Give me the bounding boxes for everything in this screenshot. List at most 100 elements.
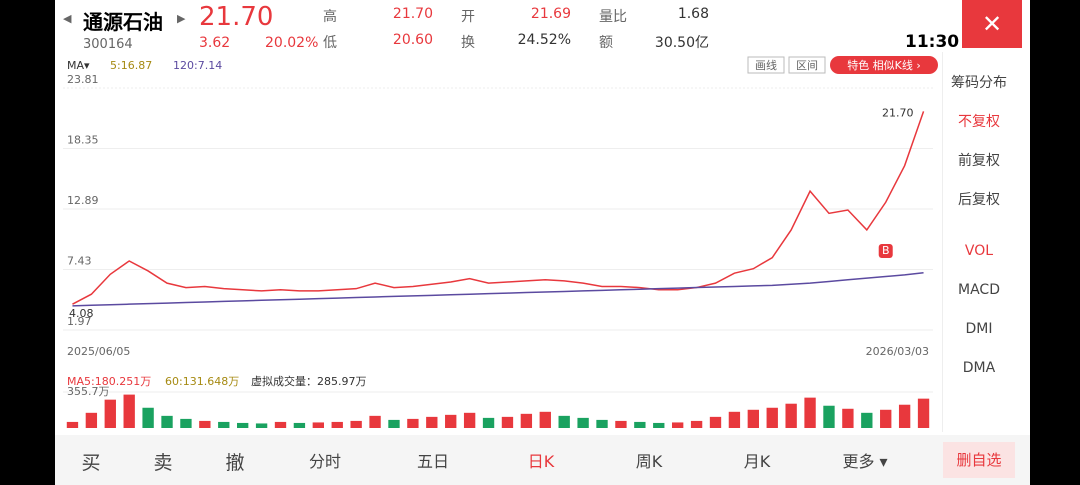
volume-bar xyxy=(388,419,400,428)
volume-bar xyxy=(255,423,268,428)
volume-bar xyxy=(898,404,911,428)
volume-bar xyxy=(917,398,930,428)
buy-marker-box xyxy=(878,243,893,258)
volume-bar xyxy=(615,420,627,428)
volume-bar xyxy=(199,420,211,428)
range-btn[interactable]: 区间 xyxy=(796,59,818,72)
side-item[interactable]: DMI xyxy=(965,321,993,337)
side-item[interactable]: DMA xyxy=(962,360,996,376)
volume-bar xyxy=(104,399,116,428)
bottom-tab[interactable]: 分时 xyxy=(308,452,341,471)
volume-bar xyxy=(653,422,665,428)
y-tick-label: 12.89 xyxy=(67,194,99,207)
side-item[interactable]: 后复权 xyxy=(958,192,1000,208)
volume-bar xyxy=(690,420,703,428)
price-line xyxy=(72,111,925,305)
volume-bar xyxy=(66,421,79,428)
change-pct: 20.02% xyxy=(265,35,319,51)
volume-bar xyxy=(558,415,570,428)
stat-label: 换 xyxy=(461,35,475,51)
volume-bar xyxy=(463,412,476,428)
side-item[interactable]: 前复权 xyxy=(958,153,1000,169)
stat-value: 1.68 xyxy=(677,6,709,22)
volume-bar xyxy=(293,422,306,428)
x-tick-label: 2025/06/05 xyxy=(67,345,130,358)
volume-bar xyxy=(539,411,551,428)
stat-label: 额 xyxy=(599,35,613,51)
stat-label: 高 xyxy=(323,9,337,25)
volume-bar xyxy=(596,419,608,428)
vol-tick-label: 355.7万 xyxy=(67,385,110,398)
bottom-tab[interactable]: 月K xyxy=(743,452,771,471)
y-tick-label: 1.97 xyxy=(67,315,92,328)
feature-btn[interactable]: 特色 相似K线 › xyxy=(847,58,921,72)
volume-bar xyxy=(123,394,135,428)
price: 21.70 xyxy=(199,2,274,32)
bottom-tab[interactable]: 五日 xyxy=(416,452,449,471)
volume-bar xyxy=(747,409,759,428)
stat-value: 24.52% xyxy=(517,32,571,48)
volume-bar xyxy=(161,415,173,428)
bottom-tab[interactable]: 日K xyxy=(527,452,555,471)
stat-value: 20.60 xyxy=(392,32,433,48)
side-item[interactable]: MACD xyxy=(958,282,1000,298)
bottom-tab[interactable]: 撤 xyxy=(225,452,245,474)
volume-bar xyxy=(180,418,192,428)
bottom-tab[interactable]: 买 xyxy=(81,452,101,474)
bottom-tab[interactable]: 卖 xyxy=(153,452,173,474)
volume-bar xyxy=(804,397,816,428)
app: ◀ 通源石油 ▶ 21.70 300164 3.62 20.02% 11:30 … xyxy=(55,0,1030,485)
stat-value: 21.70 xyxy=(392,6,433,22)
y-tick-label: 18.35 xyxy=(67,134,99,147)
bottom-bar xyxy=(55,435,1030,485)
ma5-label: 5:16.87 xyxy=(110,59,152,72)
prev[interactable]: ◀ xyxy=(63,12,72,25)
vol-ma5: MA5:180.251万 xyxy=(67,375,151,388)
side-item[interactable]: 不复权 xyxy=(958,114,1000,130)
stat-label: 开 xyxy=(461,9,475,25)
buy-marker: B xyxy=(882,244,890,257)
volume-bar xyxy=(861,412,873,428)
range-btn-box[interactable] xyxy=(788,56,826,74)
volume-bar xyxy=(520,413,533,428)
close-button[interactable]: ✕ xyxy=(962,0,1022,48)
vol-virtual: 虚拟成交量：285.97万 xyxy=(251,374,367,388)
volume-bar xyxy=(709,416,722,428)
volume-bar xyxy=(237,422,249,428)
stock-name: 通源石油 xyxy=(83,10,163,34)
next[interactable]: ▶ xyxy=(177,12,186,25)
side-item[interactable]: 筹码分布 xyxy=(951,75,1007,91)
volume-bar xyxy=(218,421,230,428)
volume-bar xyxy=(577,417,589,428)
volume-bar xyxy=(407,418,419,428)
stat-value: 30.50亿 xyxy=(654,35,709,51)
volume-bar xyxy=(312,422,324,428)
ma120-label: 120:7.14 xyxy=(173,59,222,72)
volume-bar xyxy=(350,420,362,428)
volume-bar xyxy=(426,416,438,428)
remove-watch[interactable]: 删自选 xyxy=(943,442,1015,478)
volume-bar xyxy=(728,411,741,428)
volume-bar xyxy=(501,416,514,428)
bottom-tab[interactable]: 周K xyxy=(635,452,663,471)
feature-btn-box[interactable] xyxy=(830,56,938,74)
volume-bar xyxy=(445,414,457,428)
volume-bar xyxy=(142,407,154,428)
volume-bar xyxy=(785,403,797,428)
draw-btn-box[interactable] xyxy=(747,56,785,74)
ma-select[interactable]: MA▾ xyxy=(67,59,90,72)
code: 300164 xyxy=(83,37,133,52)
stat-label: 量比 xyxy=(599,9,627,25)
volume-bar xyxy=(331,421,343,428)
volume-bar xyxy=(823,405,835,428)
volume-bar xyxy=(634,421,646,428)
price-line xyxy=(72,271,924,307)
time: 11:30 xyxy=(905,32,960,52)
divider xyxy=(942,52,943,432)
y-tick-label: 7.43 xyxy=(67,255,92,268)
draw-btn[interactable]: 画线 xyxy=(755,58,777,72)
stat-label: 低 xyxy=(323,35,337,51)
bottom-tab[interactable]: 更多 ▾ xyxy=(842,452,888,471)
change: 3.62 xyxy=(199,35,231,51)
side-item[interactable]: VOL xyxy=(964,243,994,259)
